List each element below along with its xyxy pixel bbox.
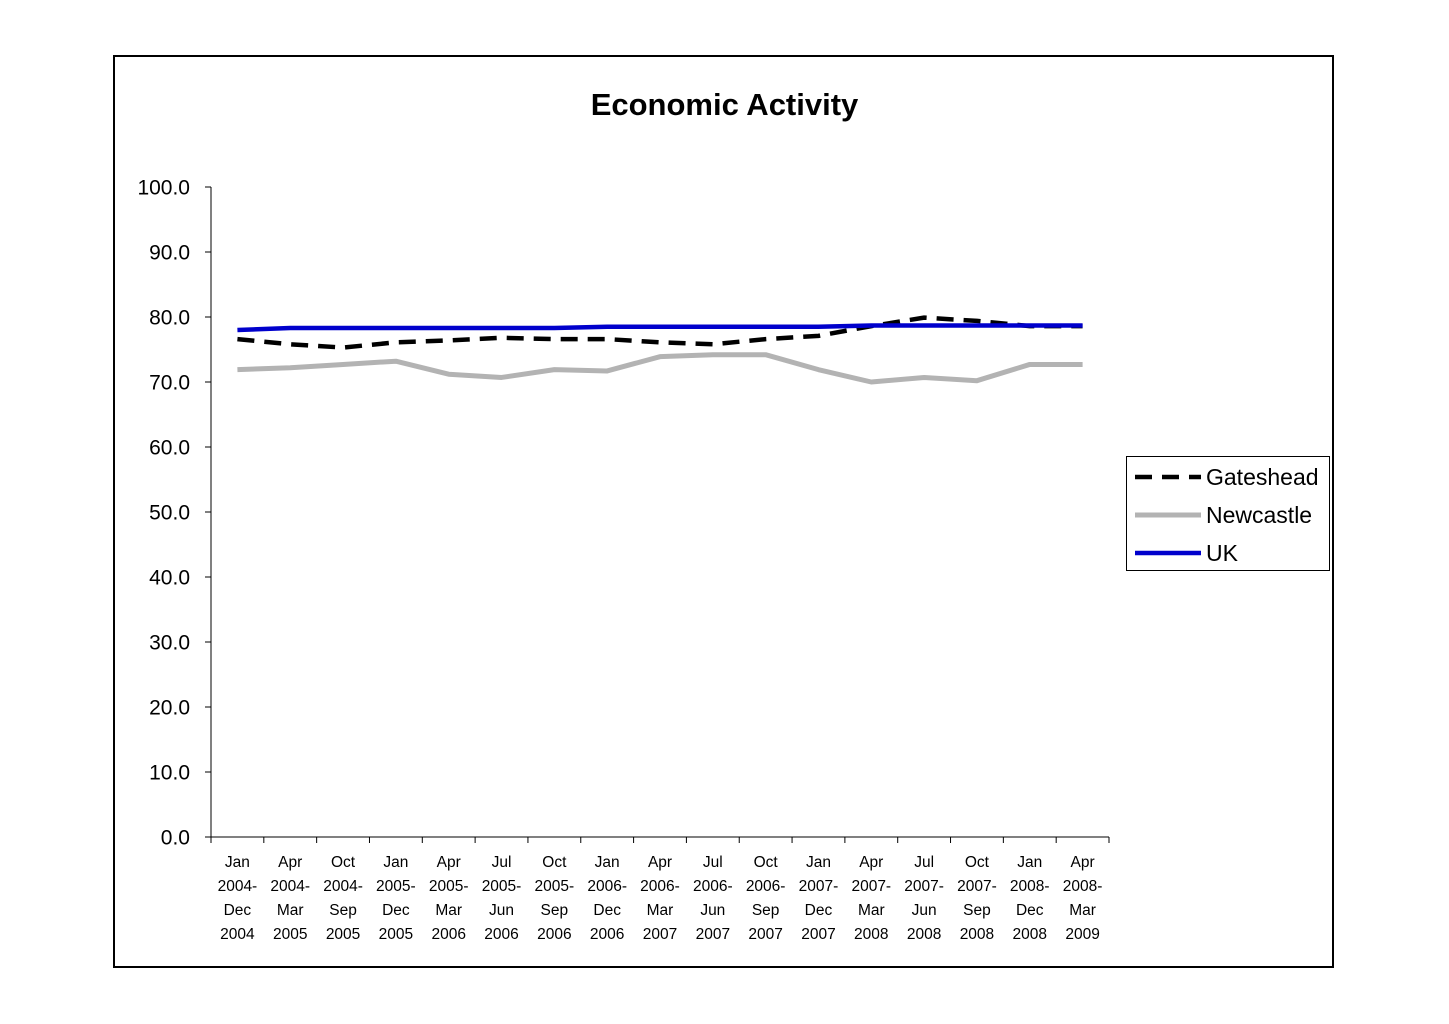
x-tick-label: Oct 2005-Sep 2006 xyxy=(535,854,575,943)
y-tick-label: 0.0 xyxy=(161,827,190,850)
legend-label-gateshead: Gateshead xyxy=(1206,464,1319,490)
legend: Gateshead Newcastle UK xyxy=(1126,456,1330,571)
series-line-uk xyxy=(237,323,1083,333)
series-line-newcastle xyxy=(237,352,1083,385)
x-tick-label: Apr 2007-Mar 2008 xyxy=(851,854,891,943)
y-tick-label: 80.0 xyxy=(149,307,190,330)
x-tick-label: Apr 2005-Mar 2006 xyxy=(429,854,469,943)
x-tick-label: Apr 2006-Mar 2007 xyxy=(640,854,680,943)
legend-swatch-uk xyxy=(1135,550,1201,556)
x-tick-label: Apr 2004-Mar 2005 xyxy=(270,854,310,943)
y-tick-label: 50.0 xyxy=(149,502,190,525)
legend-item-newcastle: Newcastle xyxy=(1127,497,1327,533)
y-tick-label: 100.0 xyxy=(137,177,190,200)
legend-item-gateshead: Gateshead xyxy=(1127,459,1327,495)
y-tick-label: 10.0 xyxy=(149,762,190,785)
x-tick-label: Jul 2007-Jun 2008 xyxy=(904,854,944,943)
legend-swatch-gateshead xyxy=(1135,474,1201,480)
x-tick-label: Oct 2004-Sep 2005 xyxy=(323,854,363,943)
legend-item-uk: UK xyxy=(1127,535,1327,571)
y-tick-label: 90.0 xyxy=(149,242,190,265)
x-tick-label: Jan 2006-Dec 2006 xyxy=(587,854,627,943)
y-tick-label: 70.0 xyxy=(149,372,190,395)
y-tick-label: 60.0 xyxy=(149,437,190,460)
chart-title: Economic Activity xyxy=(590,87,859,122)
legend-label-newcastle: Newcastle xyxy=(1206,502,1313,528)
x-tick-label: Jul 2005-Jun 2006 xyxy=(482,854,522,943)
x-tick-label: Jan 2004-Dec 2004 xyxy=(218,854,258,943)
y-tick-label: 30.0 xyxy=(149,632,190,655)
x-tick-label: Oct 2006-Sep 2007 xyxy=(746,854,786,943)
x-tick-label: Apr 2008-Mar 2009 xyxy=(1063,854,1103,943)
series-line-gateshead xyxy=(237,315,1083,350)
legend-label-uk: UK xyxy=(1206,540,1238,566)
x-tick-label: Oct 2007-Sep 2008 xyxy=(957,854,997,943)
x-tick-label: Jan 2007-Dec 2007 xyxy=(799,854,839,943)
x-tick-label: Jul 2006-Jun 2007 xyxy=(693,854,733,943)
legend-swatch-newcastle xyxy=(1135,512,1201,518)
x-tick-label: Jan 2005-Dec 2005 xyxy=(376,854,416,943)
y-tick-label: 40.0 xyxy=(149,567,190,590)
chart-frame xyxy=(113,55,1334,968)
x-tick-label: Jan 2008-Dec 2008 xyxy=(1010,854,1050,943)
y-tick-label: 20.0 xyxy=(149,697,190,720)
